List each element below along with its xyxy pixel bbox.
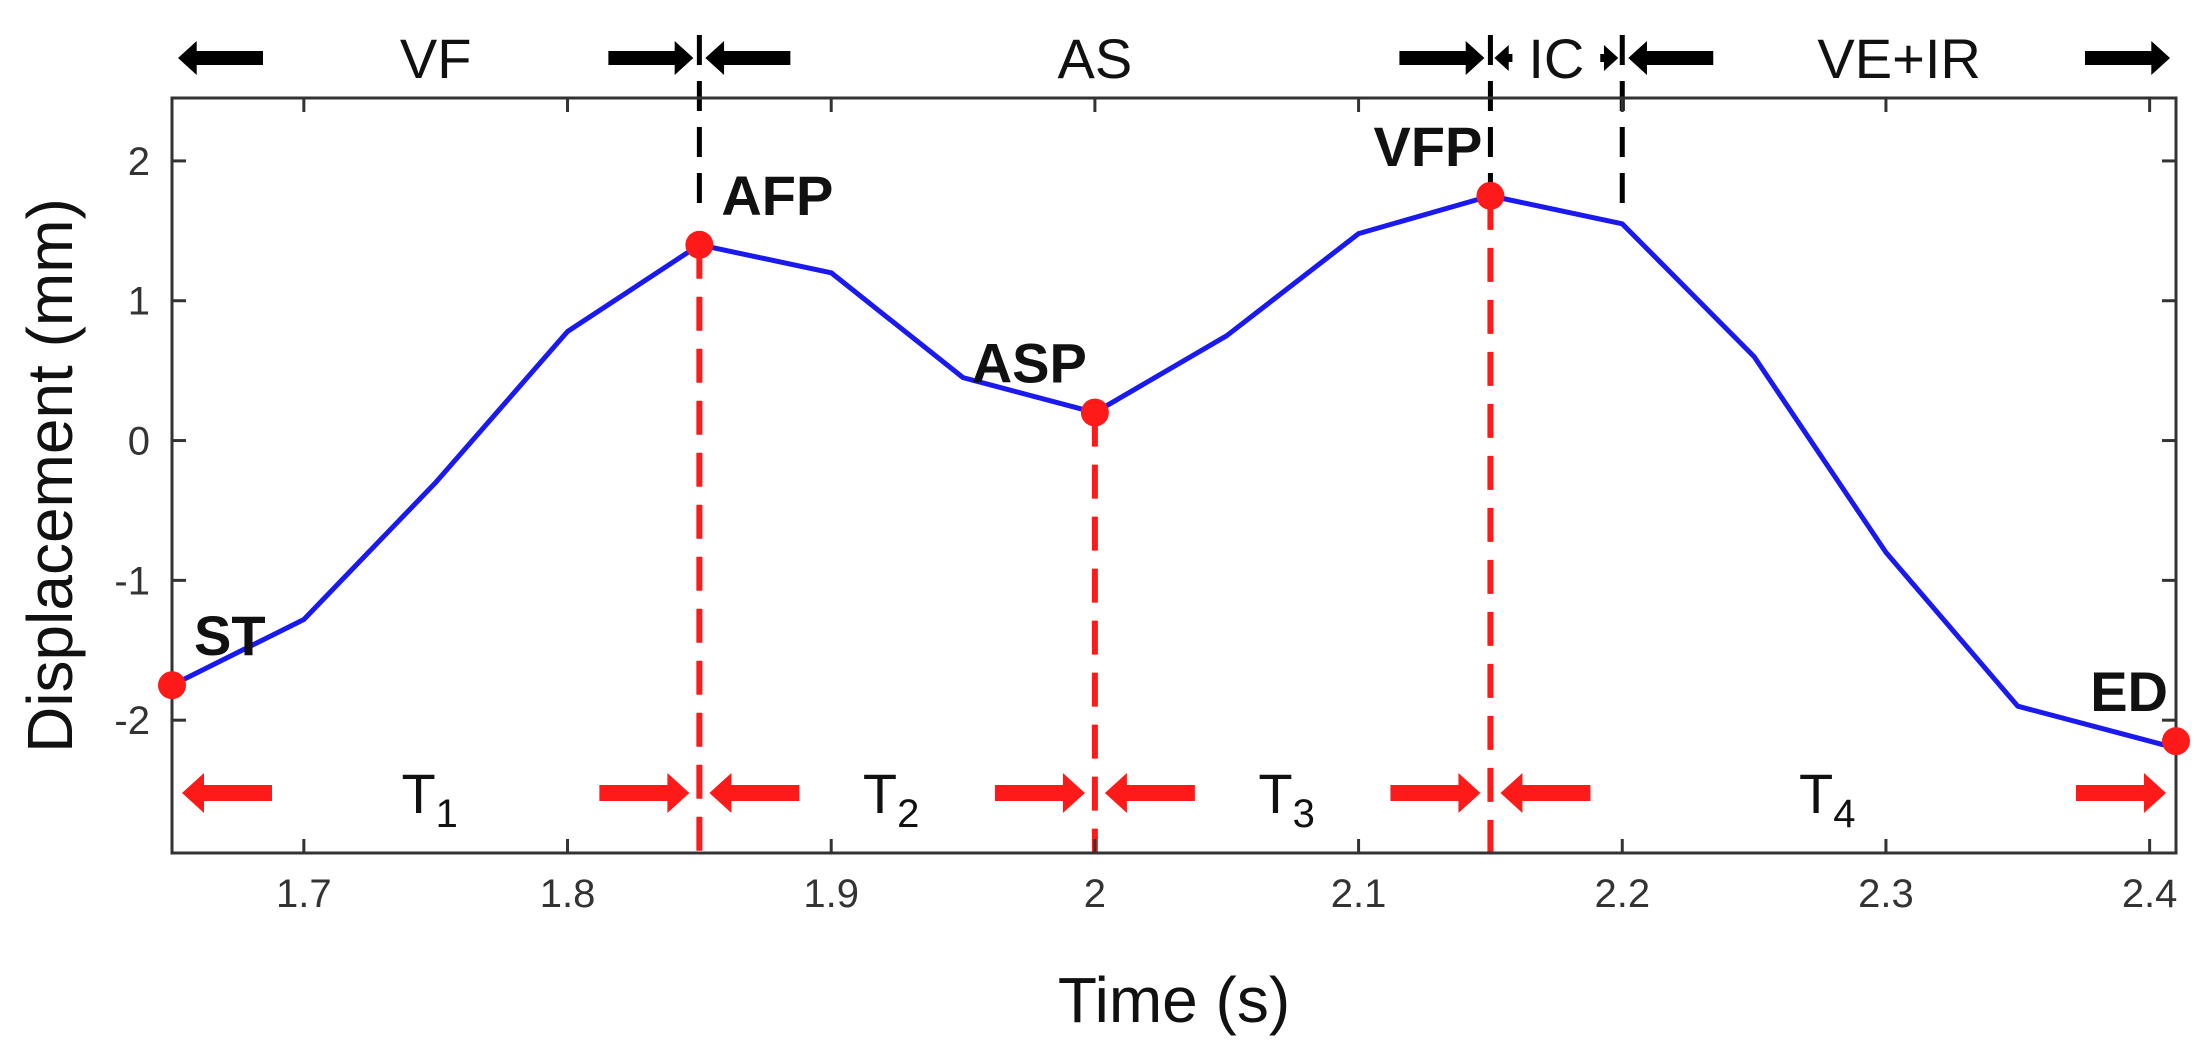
- label-layer: ST AFP ASP VFP ED: [194, 115, 2168, 723]
- interval-letter: T: [1799, 762, 1833, 825]
- x-tick-label-2_1: 2.1: [1331, 872, 1387, 916]
- phase-label-ic: IC: [1528, 27, 1584, 90]
- series-vertex-0-8: [1224, 333, 1229, 338]
- interval-arrow-right-1: [994, 773, 1085, 813]
- interval-arrow-right-3: [2076, 773, 2166, 813]
- interval-arrow-left-1: [709, 773, 800, 813]
- key-point-label-asp: ASP: [972, 332, 1087, 395]
- phase-arrow-right-1: [1399, 41, 1485, 75]
- phase-arrow-right-3: [2085, 41, 2170, 75]
- key-point-vfp: [1476, 181, 1505, 210]
- series-vertex-0-2: [433, 480, 438, 485]
- interval-annotation-layer: T1 T2 T3 T4: [182, 762, 2166, 836]
- series-vertex-0-13: [1883, 550, 1888, 555]
- series-vertex-0-12: [1752, 354, 1757, 359]
- key-point-label-vfp: VFP: [1373, 115, 1482, 178]
- y-tick-label-2: 2: [128, 140, 150, 184]
- interval-arrow-left-0: [182, 773, 272, 813]
- phase-label-vf: VF: [400, 27, 472, 90]
- series-vertex-0-3: [565, 329, 570, 334]
- interval-label-t4: T4: [1799, 762, 1855, 836]
- interval-label-t2: T2: [863, 762, 919, 836]
- interval-letter: T: [1258, 762, 1292, 825]
- phase-arrow-left-3: [1628, 41, 1714, 75]
- series-vertex-0-6: [961, 375, 966, 380]
- interval-arrow-right-2: [1390, 773, 1481, 813]
- x-tick-label-1_8: 1.8: [540, 872, 596, 916]
- interval-subscript: 2: [897, 792, 919, 836]
- interval-label-t3: T3: [1258, 762, 1314, 836]
- key-point-afp: [685, 230, 714, 259]
- phase-label-ve-ir: VE+IR: [1817, 27, 1980, 90]
- x-tick-label-2_2: 2.2: [1594, 872, 1650, 916]
- interval-arrow-left-2: [1104, 773, 1195, 813]
- interval-arrow-right-0: [599, 773, 690, 813]
- key-point-asp: [1080, 398, 1109, 427]
- key-point-label-afp: AFP: [721, 164, 833, 227]
- series-line-displacement: [170, 193, 2177, 751]
- key-point-label-ed: ED: [2090, 660, 2168, 723]
- x-tick-label-1_9: 1.9: [803, 872, 859, 916]
- interval-subscript: 3: [1293, 792, 1315, 836]
- phase-arrow-left-1: [705, 41, 791, 75]
- interval-arrow-left-3: [1500, 773, 1591, 813]
- plot-frame: [170, 96, 2178, 855]
- key-point-layer: [158, 181, 2190, 756]
- x-tick-label-1_7: 1.7: [276, 872, 332, 916]
- key-point-label-st: ST: [194, 604, 266, 667]
- series-vertex-0-1: [301, 617, 306, 622]
- interval-letter: T: [863, 762, 897, 825]
- y-axis-title: Displacement (mm): [14, 198, 86, 753]
- y-tick-label--2: -2: [114, 699, 150, 743]
- key-point-ed: [2162, 727, 2190, 756]
- y-tick-label-0: 0: [128, 420, 150, 464]
- series-vertex-0-9: [1356, 231, 1361, 236]
- x-tick-label-2: 2: [1084, 872, 1106, 916]
- axes-layer: 1.7 1.8 1.9 2 2.1 2.2 2.3 2.4 2 1 0 -1 -2 Time (s) Dis…: [14, 96, 2178, 1036]
- phase-annotation-layer: VF AS IC VE+IR: [178, 27, 2170, 90]
- marker-layer: [696, 35, 1625, 853]
- series-layer: [170, 193, 2178, 751]
- phase-arrow-left-2: [1494, 45, 1513, 71]
- key-point-st: [158, 671, 186, 700]
- x-tick-label-2_3: 2.3: [1858, 872, 1914, 916]
- interval-subscript: 1: [436, 792, 458, 836]
- series-vertex-0-14: [2015, 704, 2020, 709]
- series-vertex-0-11: [1620, 221, 1625, 226]
- interval-subscript: 4: [1833, 792, 1855, 836]
- x-axis-title: Time (s): [1058, 964, 1290, 1036]
- phase-arrow-left-0: [178, 41, 263, 75]
- y-tick-label--1: -1: [114, 559, 150, 603]
- x-tick-label-2_4: 2.4: [2122, 872, 2178, 916]
- phase-arrow-right-0: [608, 41, 694, 75]
- y-tick-label-1: 1: [128, 280, 150, 324]
- interval-label-t1: T1: [401, 762, 457, 836]
- phase-label-as: AS: [1058, 27, 1133, 90]
- interval-letter: T: [401, 762, 435, 825]
- series-vertex-0-5: [829, 270, 834, 275]
- phase-arrow-right-2: [1600, 45, 1619, 71]
